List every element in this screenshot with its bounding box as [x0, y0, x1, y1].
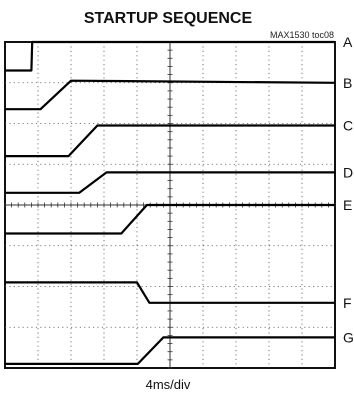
chart-subtitle: MAX1530 toc08	[270, 30, 334, 40]
plot-area: A B C D E F G	[4, 34, 354, 369]
trace-c	[5, 124, 335, 158]
trace-label-a: A	[343, 34, 353, 50]
trace-label-b: B	[343, 75, 352, 91]
trace-label-g: G	[343, 329, 354, 345]
trace-e	[5, 203, 335, 235]
trace-label-f: F	[343, 295, 352, 311]
trace-label-d: D	[343, 164, 353, 180]
trace-d	[5, 171, 335, 194]
trace-label-e: E	[343, 197, 352, 213]
trace-b	[5, 79, 336, 111]
chart-title: STARTUP SEQUENCE	[84, 10, 253, 27]
trace-label-c: C	[343, 118, 353, 134]
trace-f	[5, 281, 335, 304]
x-axis-label: 4ms/div	[146, 377, 191, 392]
trace-g	[5, 336, 335, 365]
trace-a	[5, 40, 335, 72]
